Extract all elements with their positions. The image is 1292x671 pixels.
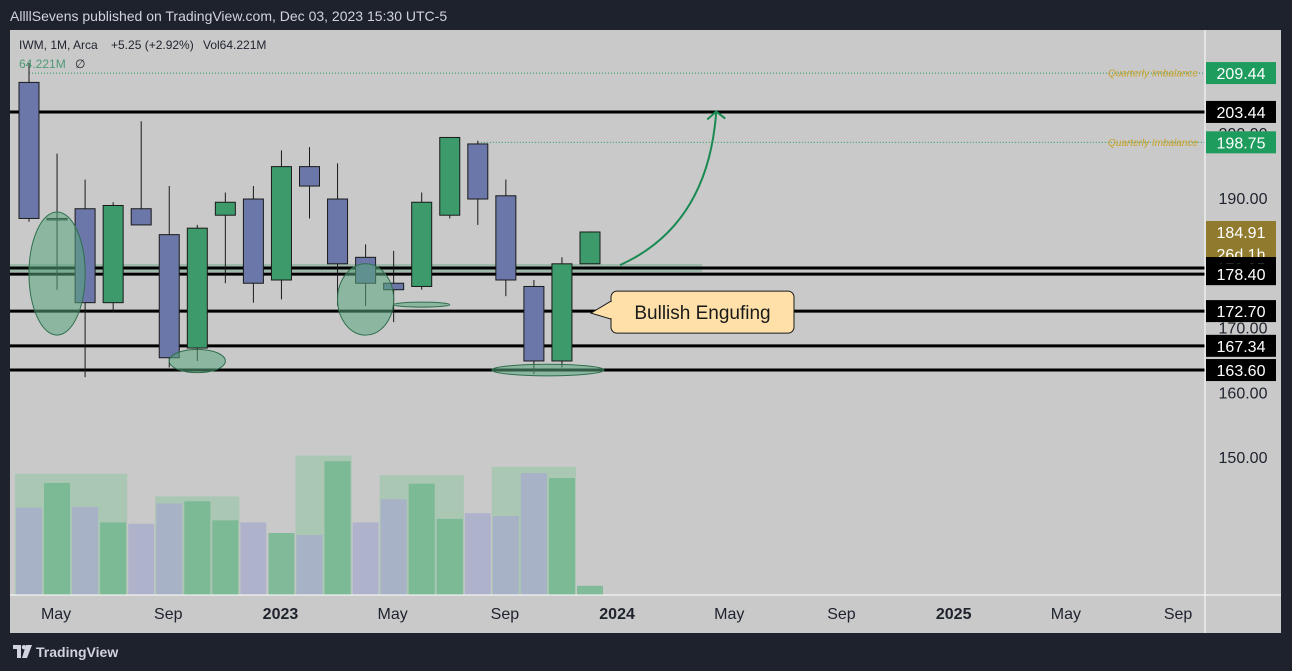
brand-name: TradingView bbox=[36, 644, 119, 660]
callout-text: Bullish Engufing bbox=[634, 303, 770, 324]
publish-info: AllllSevens published on TradingView.com… bbox=[10, 8, 448, 24]
time-tick-0: May bbox=[41, 606, 71, 623]
highlight-ellipse-2 bbox=[337, 263, 395, 336]
legend-volume: Vol64.221M bbox=[203, 38, 266, 52]
volume-bar-18 bbox=[520, 473, 547, 595]
time-axis[interactable]: May Sep 2023 May Sep 2024 May Sep 2025 May Sep bbox=[10, 594, 1281, 623]
candle-body-5 bbox=[158, 234, 180, 359]
projection-arrow bbox=[619, 111, 718, 267]
price-tag-bg-8 bbox=[1206, 359, 1276, 382]
candle-body-18 bbox=[523, 285, 545, 362]
volume-zones bbox=[14, 455, 576, 595]
volume-bars bbox=[16, 461, 603, 595]
price-tag-bg-0 bbox=[1206, 62, 1276, 85]
price-tag-7: 167.34 bbox=[1217, 339, 1266, 356]
highlight-ellipses bbox=[28, 211, 605, 377]
time-tick-4: Sep bbox=[491, 606, 520, 623]
price-tick-3: 190.00 bbox=[1219, 191, 1268, 208]
volume-bar-0 bbox=[16, 507, 42, 595]
volume-bar-6 bbox=[184, 501, 211, 595]
price-tick-0: 150.00 bbox=[1219, 450, 1268, 467]
time-tick-3: May bbox=[378, 606, 408, 623]
tradingview-logo-icon bbox=[13, 645, 32, 658]
legend-volume-value: 64.221M bbox=[19, 57, 66, 71]
candle-body-0 bbox=[18, 81, 40, 219]
time-tick-5: 2024 bbox=[599, 606, 635, 623]
volume-bar-13 bbox=[380, 499, 407, 595]
highlight-ellipse-3 bbox=[393, 301, 451, 308]
candle-body-7 bbox=[214, 201, 236, 216]
price-tick-2: 170.00 bbox=[1219, 321, 1268, 338]
legend-volume-extra: ∅ bbox=[75, 57, 85, 71]
publish-header: AllllSevens published on TradingView.com… bbox=[0, 0, 1292, 30]
price-tag-bg-7 bbox=[1206, 334, 1276, 357]
price-tag-bg-6 bbox=[1206, 300, 1276, 323]
volume-bar-15 bbox=[436, 518, 463, 595]
time-tick-8: 2025 bbox=[936, 606, 972, 623]
candle-body-10 bbox=[299, 166, 320, 187]
price-tag-6: 172.70 bbox=[1217, 304, 1266, 321]
volume-bar-7 bbox=[212, 520, 239, 595]
candle-body-6 bbox=[186, 227, 208, 349]
highlight-ellipse-0 bbox=[28, 211, 86, 336]
candle-body-9 bbox=[270, 166, 292, 281]
projection-arrow-head bbox=[706, 110, 726, 121]
price-tag-2: 198.75 bbox=[1217, 135, 1266, 152]
candle-body-3 bbox=[102, 204, 124, 304]
volume-bar-12 bbox=[352, 522, 379, 595]
candle-body-16 bbox=[467, 143, 489, 200]
time-tick-9: May bbox=[1051, 606, 1081, 623]
volume-bar-10 bbox=[296, 535, 323, 595]
volume-bar-17 bbox=[492, 516, 519, 595]
price-tag-3: 184.91 bbox=[1217, 225, 1266, 242]
chart-area[interactable]: Quarterly Imbalance Quarterly Imbalance B… bbox=[10, 30, 1281, 633]
price-tag-0: 209.44 bbox=[1217, 66, 1266, 83]
volume-bar-2 bbox=[72, 506, 99, 595]
time-tick-6: May bbox=[714, 606, 744, 623]
volume-bar-16 bbox=[464, 513, 491, 595]
price-tag-bg-5 bbox=[1206, 263, 1276, 286]
price-tag-bg-1 bbox=[1206, 100, 1276, 123]
imbalance-label-0: Quarterly Imbalance bbox=[1108, 69, 1198, 80]
time-tick-2: 2023 bbox=[263, 606, 299, 623]
volume-bar-9 bbox=[268, 533, 295, 595]
volume-bar-3 bbox=[100, 522, 127, 595]
candle-body-8 bbox=[242, 198, 264, 284]
price-tag-bg-2 bbox=[1206, 131, 1276, 154]
candle-body-19 bbox=[551, 263, 573, 362]
candlestick-chart[interactable]: Quarterly Imbalance Quarterly Imbalance B… bbox=[10, 30, 1281, 633]
time-tick-10: Sep bbox=[1164, 606, 1193, 623]
volume-bar-14 bbox=[408, 483, 435, 595]
volume-bar-19 bbox=[548, 478, 575, 595]
highlight-ellipse-4 bbox=[491, 363, 605, 377]
price-axis[interactable]: 150.00160.00170.00190.00200.00209.44203.… bbox=[1204, 30, 1276, 633]
time-tick-7: Sep bbox=[827, 606, 856, 623]
imbalance-label-1: Quarterly Imbalance bbox=[1108, 138, 1198, 149]
price-tick-1: 160.00 bbox=[1219, 385, 1268, 402]
highlight-ellipse-1 bbox=[168, 348, 226, 374]
candle-body-11 bbox=[327, 198, 349, 265]
candle-body-17 bbox=[495, 195, 517, 281]
price-tag-1: 203.44 bbox=[1217, 105, 1266, 122]
legend-symbol: IWM, 1M, Arca bbox=[19, 38, 98, 52]
legend-change: +5.25 (+2.92%) bbox=[111, 38, 194, 52]
volume-bar-8 bbox=[240, 522, 267, 595]
time-tick-1: Sep bbox=[154, 606, 183, 623]
price-tag-5: 178.40 bbox=[1217, 267, 1266, 284]
volume-bar-4 bbox=[128, 523, 155, 595]
callout-join bbox=[610, 302, 613, 319]
volume-bar-11 bbox=[324, 461, 351, 595]
candle-body-14 bbox=[411, 201, 433, 287]
volume-bar-20 bbox=[577, 585, 603, 595]
volume-bar-5 bbox=[156, 503, 183, 595]
annotations: Bullish Engufing bbox=[589, 110, 795, 334]
imbalance-lines: Quarterly Imbalance Quarterly Imbalance bbox=[29, 69, 1205, 149]
price-tag-8: 163.60 bbox=[1217, 363, 1266, 380]
candle-body-4 bbox=[130, 208, 152, 226]
volume-bar-1 bbox=[44, 482, 71, 595]
candle-body-15 bbox=[439, 136, 461, 216]
candle-body-20 bbox=[579, 231, 601, 265]
footer: TradingView bbox=[0, 635, 1292, 671]
candles bbox=[18, 62, 601, 378]
